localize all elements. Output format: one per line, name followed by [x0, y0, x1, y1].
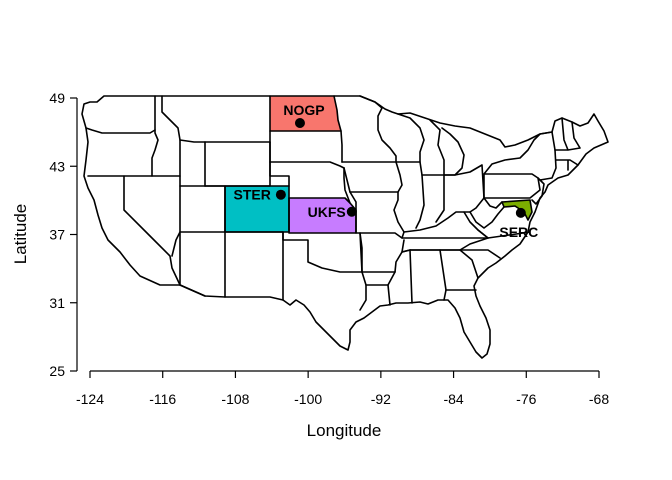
boundary-alabama [409, 249, 447, 301]
y-tick-label: 25 [49, 363, 65, 379]
boundary-nebraska [288, 167, 351, 204]
boundary-id-south [179, 139, 206, 187]
boundary-arkansas [359, 232, 405, 273]
boundary-kentucky [403, 211, 489, 239]
boundary-missouri [349, 191, 405, 239]
site-point-nogp [294, 118, 305, 129]
boundary-wyoming [204, 141, 271, 187]
boundary-michigan [397, 113, 465, 176]
boundary-arizona [171, 231, 226, 298]
state-fill-maryland [502, 200, 532, 220]
site-points [275, 118, 526, 218]
boundary-id-mt [161, 95, 206, 143]
y-tick-label: 31 [49, 295, 65, 311]
state-fill-north-dakota [270, 96, 341, 131]
boundary-new-jersey [531, 177, 545, 205]
boundary-new-england [554, 117, 581, 171]
boundary-pennsylvania [483, 173, 541, 199]
x-axis: -124 -116 -108 -100 -92 -84 -76 -68 [76, 370, 609, 407]
x-tick-label: -116 [149, 391, 176, 407]
site-label-ukfs: UKFS [308, 204, 346, 220]
y-axis: 25 31 37 43 49 [49, 90, 78, 379]
x-tick-label: -108 [221, 391, 249, 407]
boundary-carolinas [459, 249, 501, 259]
boundary-ca-nv [123, 175, 181, 286]
boundary-texas-east [359, 271, 367, 311]
x-tick-label: -84 [443, 391, 463, 407]
boundary-maryland [501, 199, 533, 221]
boundary-nd-sd-west [269, 95, 290, 187]
boundary-sd-ne [269, 161, 345, 169]
boundary-mississippi [387, 249, 413, 304]
boundary-utah [179, 185, 226, 233]
boundary-indiana [421, 174, 445, 223]
y-tick-label: 49 [49, 90, 65, 106]
x-tick-label: -100 [294, 391, 322, 407]
boundary-illinois [395, 161, 425, 229]
y-tick-label: 37 [49, 227, 65, 243]
boundary-ia-mo [343, 161, 403, 193]
x-tick-label: -76 [516, 391, 536, 407]
boundary-new-mexico [224, 231, 284, 301]
site-label-nogp: NOGP [283, 102, 324, 118]
x-tick-label: -124 [76, 391, 104, 407]
site-label-serc: SERC [499, 224, 538, 240]
boundary-wa-or [85, 127, 156, 134]
boundary-ohio [443, 164, 485, 213]
x-axis-title: Longitude [307, 421, 382, 440]
highlighted-state-fills [225, 96, 532, 233]
site-point-ster [275, 189, 286, 200]
site-point-serc [515, 207, 526, 218]
x-tick-label: -68 [589, 391, 609, 407]
boundary-new-york [483, 131, 557, 181]
boundary-wv-va [469, 197, 505, 229]
state-fill-kansas [289, 198, 356, 233]
site-labels: NOGP STER UKFS SERC [234, 102, 539, 240]
site-point-ukfs [346, 206, 357, 217]
y-axis-title: Latitude [11, 204, 30, 265]
boundary-id-west [151, 95, 159, 177]
state-fill-colorado [225, 186, 289, 232]
boundary-oklahoma [282, 231, 363, 273]
boundary-louisiana [365, 284, 391, 306]
state-boundaries [81, 95, 609, 359]
boundary-va-nc [477, 229, 531, 239]
site-label-ster: STER [234, 187, 271, 203]
boundary-mn-wi [359, 95, 397, 163]
boundary-mn-west [333, 95, 343, 163]
y-tick-label: 43 [49, 158, 65, 174]
x-tick-label: -92 [371, 391, 391, 407]
